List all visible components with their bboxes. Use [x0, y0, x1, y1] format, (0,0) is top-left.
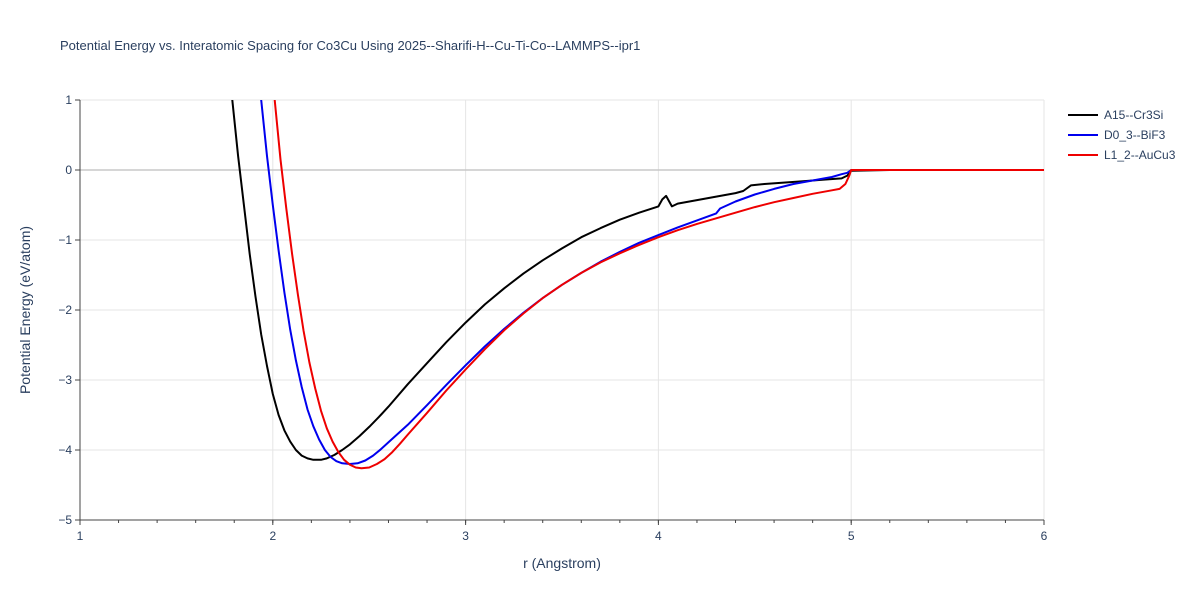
y-tick-label: −5	[58, 513, 72, 527]
y-gridlines	[80, 99, 1044, 451]
x-axis-ticks: 1 2 3 4 5 6	[77, 520, 1048, 543]
y-tick-label: −1	[58, 233, 72, 247]
x-axis-title: r (Angstrom)	[523, 555, 601, 571]
x-tick-label: 3	[462, 529, 469, 543]
series-layer	[231, 100, 1044, 470]
chart-title: Potential Energy vs. Interatomic Spacing…	[60, 38, 640, 53]
legend-label: L1_2--AuCu3	[1104, 148, 1176, 162]
y-tick-label: −4	[58, 443, 72, 457]
legend-label: D0_3--BiF3	[1104, 128, 1166, 142]
y-axis-title: Potential Energy (eV/atom)	[17, 226, 33, 394]
x-tick-label: 1	[77, 529, 84, 543]
x-tick-label: 5	[848, 529, 855, 543]
x-tick-label: 6	[1041, 529, 1048, 543]
y-tick-label: −3	[58, 373, 72, 387]
y-tick-label: 1	[65, 93, 72, 107]
legend-label: A15--Cr3Si	[1104, 108, 1163, 122]
x-tick-label: 2	[269, 529, 276, 543]
x-tick-label: 4	[655, 529, 662, 543]
series-line-3	[273, 100, 1044, 470]
y-tick-label: 0	[65, 163, 72, 177]
legend: A15--Cr3Si D0_3--BiF3 L1_2--AuCu3	[1068, 108, 1176, 162]
y-axis-ticks: 1 0 −1 −2 −3 −4 −5	[58, 93, 80, 527]
series-line-2	[260, 100, 1044, 465]
series-line-1	[231, 100, 1044, 461]
y-tick-label: −2	[58, 303, 72, 317]
